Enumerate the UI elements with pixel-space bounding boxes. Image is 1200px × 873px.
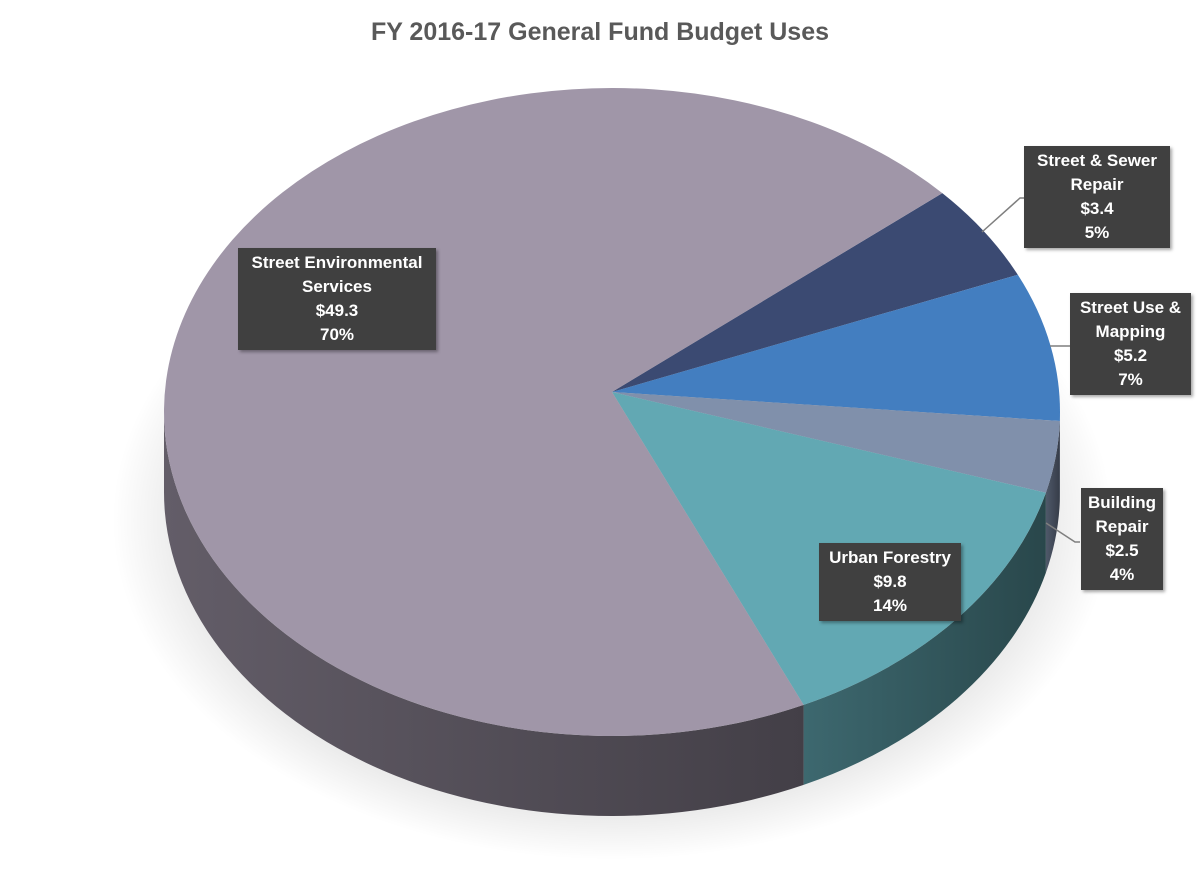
label-name-line: Street & Sewer (1037, 151, 1157, 170)
label-name-line: Repair (1095, 517, 1149, 536)
label-name-line: Urban Forestry (829, 548, 951, 567)
data-label-street-sewer: Street & Sewer Repair $3.4 5% (1024, 146, 1170, 248)
label-value: $49.3 (315, 301, 359, 320)
label-value: $3.4 (1080, 199, 1114, 218)
label-value: $9.8 (873, 572, 907, 591)
leader-line-street-sewer (981, 197, 1024, 233)
leader-lines (981, 197, 1080, 543)
data-label-urban-forestry: Urban Forestry $9.8 14% (819, 543, 961, 621)
label-percent: 4% (1109, 565, 1135, 584)
data-label-building-repair: Building Repair $2.5 4% (1081, 488, 1163, 590)
leader-line-building (1045, 522, 1080, 543)
chart-title: FY 2016-17 General Fund Budget Uses (370, 18, 830, 46)
label-percent: 5% (1084, 223, 1110, 242)
pie-slice-street-sewer-repair (612, 193, 1018, 392)
label-value: $5.2 (1113, 346, 1148, 365)
pie-side-street-environmental-services (164, 412, 804, 817)
label-name-line: Building (1088, 493, 1156, 512)
label-value: $2.5 (1105, 541, 1139, 560)
label-name-line: Services (302, 277, 372, 296)
label-name-line: Repair (1070, 175, 1124, 194)
label-name-line: Mapping (1095, 322, 1166, 341)
label-percent: 70% (319, 325, 355, 344)
pie-slice-building-repair (612, 392, 1060, 493)
data-label-street-use: Street Use & Mapping $5.2 7% (1070, 293, 1191, 395)
pie-side-building-repair (1045, 421, 1060, 573)
label-percent: 14% (872, 596, 908, 615)
label-name-line: Street Use & (1079, 298, 1182, 317)
pie-slice-street-use-mapping (612, 274, 1060, 422)
label-name-line: Street Environmental (251, 253, 423, 272)
pie-side-urban-forestry (803, 492, 1046, 785)
data-label-street-environmental: Street Environmental Services $49.3 70% (238, 248, 436, 350)
label-percent: 7% (1118, 370, 1143, 389)
